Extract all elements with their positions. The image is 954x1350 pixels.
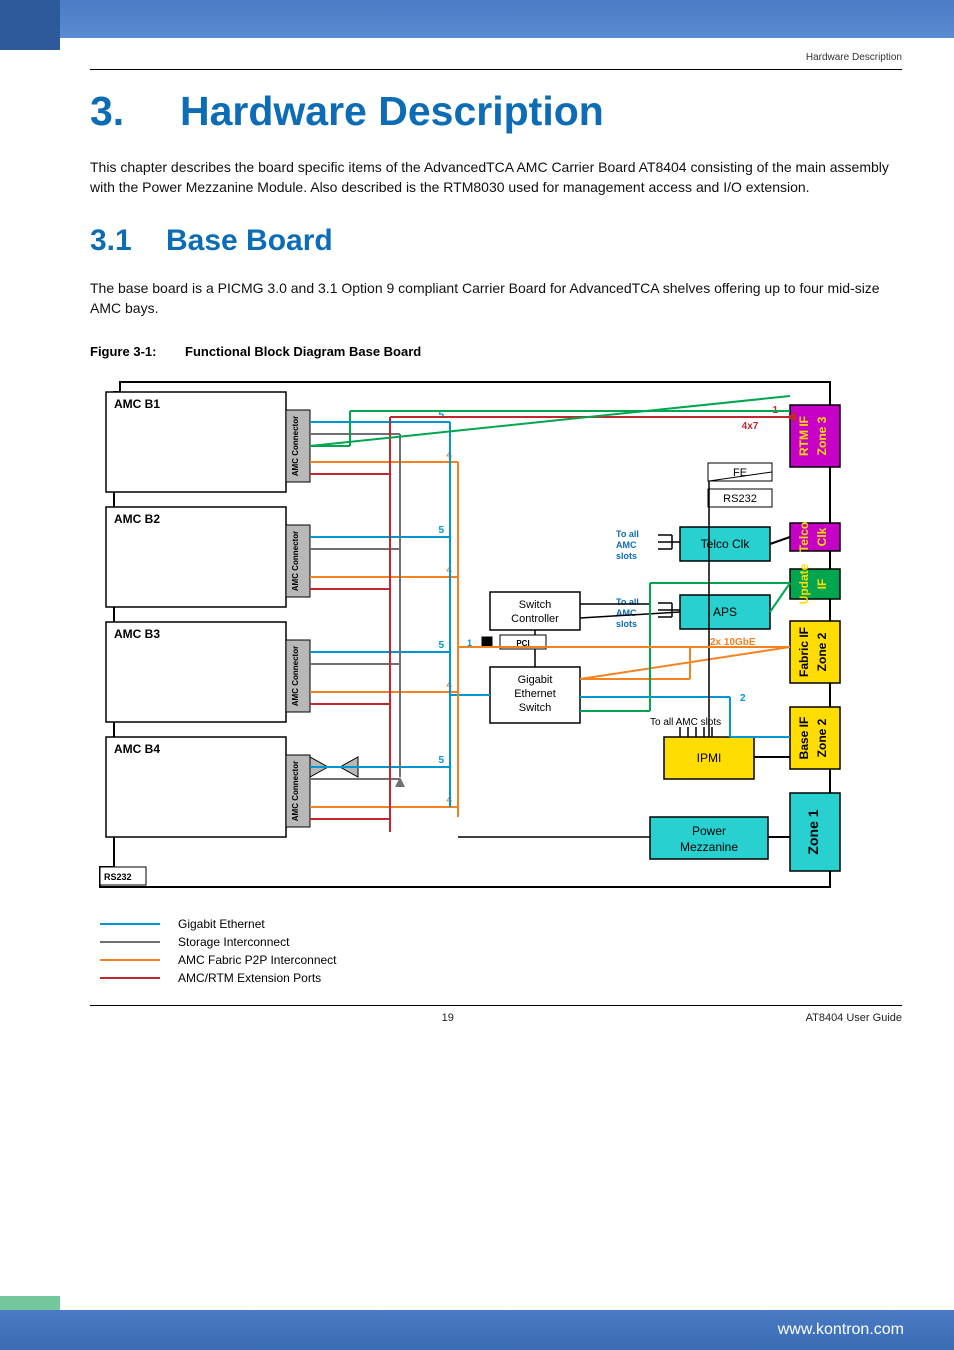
svg-text:RS232: RS232 (104, 872, 132, 882)
figure-label: Figure 3-1: (90, 344, 185, 359)
svg-text:slots: slots (616, 551, 637, 561)
section-intro: The base board is a PICMG 3.0 and 3.1 Op… (90, 278, 902, 319)
page-footer: 19 AT8404 User Guide (90, 1012, 902, 1024)
section-title: 3.1Base Board (90, 224, 902, 258)
top-band (0, 0, 954, 38)
footer-rule (90, 1005, 902, 1006)
svg-text:AMC Connector: AMC Connector (291, 761, 300, 821)
svg-text:Power: Power (692, 824, 726, 838)
svg-text:Switch: Switch (519, 599, 551, 611)
svg-text:Telco Clk: Telco Clk (701, 537, 751, 551)
svg-text:4x7: 4x7 (742, 421, 759, 432)
legend-swatch (100, 923, 160, 925)
bottom-bar: www.kontron.com (0, 1310, 954, 1350)
svg-text:5: 5 (438, 525, 444, 536)
figure-caption: Figure 3-1:Functional Block Diagram Base… (90, 344, 902, 359)
svg-text:RTM IF: RTM IF (797, 416, 811, 456)
header-rule (90, 69, 902, 70)
bottom-accent (0, 1296, 60, 1310)
svg-text:AMC B2: AMC B2 (114, 512, 160, 526)
svg-text:Zone 2: Zone 2 (815, 633, 829, 672)
legend-label: Storage Interconnect (178, 935, 289, 949)
page-body: Hardware Description 3.Hardware Descript… (90, 52, 902, 1270)
legend-swatch (100, 977, 160, 979)
svg-text:Mezzanine: Mezzanine (680, 840, 738, 854)
svg-text:AMC Connector: AMC Connector (291, 531, 300, 591)
running-header: Hardware Description (90, 52, 902, 63)
svg-text:Zone 2: Zone 2 (815, 719, 829, 758)
block-diagram: AMC B1 AMC Connector AMC B2 AMC Connector AM… (90, 377, 850, 897)
legend: Gigabit Ethernet Storage Interconnect AMC … (100, 915, 902, 987)
svg-text:AMC B4: AMC B4 (114, 742, 160, 756)
svg-text:AMC Connector: AMC Connector (291, 416, 300, 476)
chapter-title: 3.Hardware Description (90, 88, 902, 135)
svg-text:5: 5 (438, 755, 444, 766)
svg-text:RS232: RS232 (723, 493, 757, 505)
svg-text:IPMI: IPMI (697, 751, 722, 765)
svg-text:Ethernet: Ethernet (514, 688, 556, 700)
svg-text:To all AMC slots: To all AMC slots (650, 717, 721, 728)
svg-text:Zone 1: Zone 1 (805, 809, 821, 854)
svg-text:Telco: Telco (797, 522, 811, 552)
section-number: 3.1 (90, 224, 166, 258)
svg-text:Zone 3: Zone 3 (815, 417, 829, 456)
top-accent (0, 0, 60, 50)
chapter-intro: This chapter describes the board specifi… (90, 157, 902, 198)
svg-text:Fabric IF: Fabric IF (797, 627, 811, 677)
legend-row: AMC/RTM Extension Ports (100, 969, 902, 987)
legend-swatch (100, 959, 160, 961)
svg-text:AMC B1: AMC B1 (114, 397, 160, 411)
svg-text:AMC: AMC (616, 540, 637, 550)
chapter-title-text: Hardware Description (180, 88, 604, 134)
page-number: 19 (442, 1012, 454, 1024)
section-title-text: Base Board (166, 224, 333, 257)
legend-swatch (100, 941, 160, 943)
svg-text:To all: To all (616, 597, 639, 607)
svg-text:Switch: Switch (519, 702, 551, 714)
legend-label: Gigabit Ethernet (178, 917, 265, 931)
svg-text:2: 2 (740, 693, 746, 704)
svg-text:AMC Connector: AMC Connector (291, 646, 300, 706)
chapter-number: 3. (90, 88, 180, 135)
legend-label: AMC/RTM Extension Ports (178, 971, 321, 985)
svg-text:To all: To all (616, 529, 639, 539)
svg-text:5: 5 (438, 640, 444, 651)
legend-label: AMC Fabric P2P Interconnect (178, 953, 337, 967)
doc-title: AT8404 User Guide (806, 1012, 902, 1024)
svg-text:APS: APS (713, 605, 737, 619)
svg-text:IF: IF (815, 579, 829, 590)
svg-text:AMC: AMC (616, 608, 637, 618)
svg-text:Clk: Clk (815, 528, 829, 547)
svg-text:Update: Update (797, 564, 811, 605)
svg-text:slots: slots (616, 619, 637, 629)
legend-row: Storage Interconnect (100, 933, 902, 951)
legend-row: AMC Fabric P2P Interconnect (100, 951, 902, 969)
figure-caption-text: Functional Block Diagram Base Board (185, 344, 421, 359)
svg-text:Base IF: Base IF (797, 717, 811, 760)
footer-url: www.kontron.com (778, 1321, 904, 1339)
svg-text:AMC B3: AMC B3 (114, 627, 160, 641)
svg-text:Gigabit: Gigabit (518, 674, 553, 686)
diagram-svg: AMC B1 AMC Connector AMC B2 AMC Connector AM… (90, 377, 850, 897)
svg-text:Controller: Controller (511, 613, 559, 625)
legend-row: Gigabit Ethernet (100, 915, 902, 933)
